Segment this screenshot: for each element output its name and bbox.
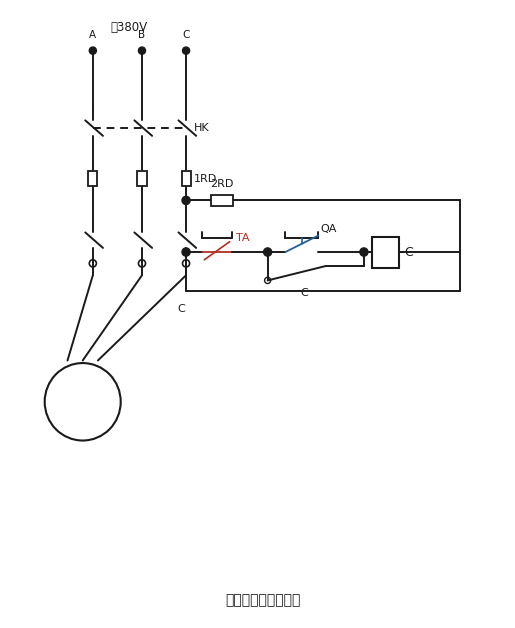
Text: C: C — [182, 30, 190, 40]
Bar — [88, 171, 97, 186]
Text: QA: QA — [321, 224, 337, 234]
Text: C: C — [404, 246, 413, 259]
Text: C: C — [300, 288, 308, 298]
Circle shape — [182, 248, 190, 256]
Text: ～380V: ～380V — [111, 21, 148, 34]
Circle shape — [45, 363, 121, 440]
Bar — [181, 171, 191, 186]
Text: HK: HK — [194, 123, 209, 133]
Text: 1RD: 1RD — [194, 174, 217, 184]
Circle shape — [89, 47, 96, 54]
Text: B: B — [139, 30, 146, 40]
Text: 2RD: 2RD — [210, 179, 234, 189]
Circle shape — [182, 47, 190, 54]
Circle shape — [182, 197, 190, 205]
Text: M: M — [75, 385, 90, 400]
Bar — [211, 195, 233, 205]
Bar — [138, 171, 147, 186]
Text: C: C — [177, 304, 185, 313]
Circle shape — [139, 47, 146, 54]
Bar — [371, 237, 399, 268]
Text: 具有自锁的正转控制: 具有自锁的正转控制 — [225, 593, 300, 608]
Circle shape — [360, 248, 368, 256]
Circle shape — [264, 248, 272, 256]
Text: A: A — [89, 30, 96, 40]
Text: TA: TA — [236, 232, 250, 242]
Text: ~: ~ — [76, 406, 89, 421]
